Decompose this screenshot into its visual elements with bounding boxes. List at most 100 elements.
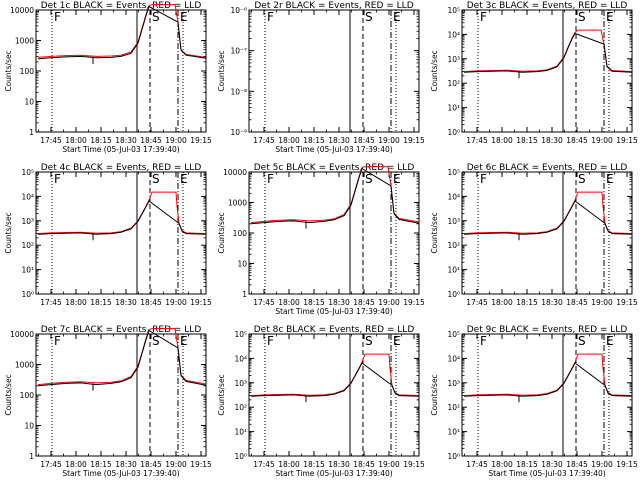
vline-label: F <box>267 10 274 24</box>
y-tick-label: 10⁰ <box>447 452 460 461</box>
x-tick-label: 18:15 <box>303 460 325 469</box>
panel-det-3: Det 3c BLACK = Events, RED = LLD Counts/s… <box>430 1 638 145</box>
vline-label: F <box>54 334 61 348</box>
panel-title: Det 9c BLACK = Events, RED = LLD <box>467 325 628 335</box>
panel-title: Det 5c BLACK = Events, RED = LLD <box>254 163 415 173</box>
panel-det-8: Det 8c BLACK = Events, RED = LLD Counts/s… <box>217 325 425 478</box>
x-tick-label: 17:45 <box>466 136 488 145</box>
x-tick-label: 18:45 <box>140 298 162 307</box>
y-tick-label: 10² <box>21 241 34 250</box>
y-tick-label: 10¹ <box>447 428 460 437</box>
vline-label: S <box>152 10 160 24</box>
y-axis-label: Counts/sec <box>217 50 226 91</box>
x-axis-label: Start Time (05-Jul-03 17:39:40) <box>275 145 392 154</box>
y-tick-label: 10³ <box>447 55 460 64</box>
events-series-line <box>37 329 207 387</box>
y-tick-label: 100 <box>233 229 248 238</box>
vline-label: E <box>606 334 614 348</box>
x-tick-label: 18:45 <box>566 460 588 469</box>
y-tick-label: 10⁰ <box>21 290 34 299</box>
x-tick-label: 19:15 <box>190 136 212 145</box>
y-axis-label: Counts/sec <box>217 374 226 415</box>
y-tick-label: 10⁴ <box>21 192 34 201</box>
x-tick-label: 19:00 <box>591 136 613 145</box>
x-tick-label: 19:00 <box>591 298 613 307</box>
x-tick-label: 18:45 <box>566 298 588 307</box>
y-axis-label: Counts/sec <box>430 374 439 415</box>
vline-label: S <box>578 10 586 24</box>
events-series-line <box>37 200 207 235</box>
events-series-line <box>463 200 633 235</box>
plot-frame <box>248 333 420 457</box>
x-tick-label: 18:30 <box>541 136 563 145</box>
y-tick-label: 10² <box>234 403 247 412</box>
y-tick-label: 10⁴ <box>447 192 460 201</box>
y-tick-label: 10⁻⁹ <box>230 128 247 137</box>
vline-label: F <box>54 172 61 186</box>
x-tick-label: 18:00 <box>65 298 87 307</box>
x-tick-label: 19:15 <box>403 298 425 307</box>
y-tick-label: 10⁻⁶ <box>230 6 247 15</box>
vline-label: F <box>54 10 61 24</box>
x-tick-label: 19:15 <box>616 460 638 469</box>
y-tick-label: 1 <box>29 452 34 461</box>
x-tick-label: 18:30 <box>328 136 350 145</box>
x-tick-label: 17:45 <box>253 460 275 469</box>
x-tick-label: 19:00 <box>165 136 187 145</box>
panel-det-9: Det 9c BLACK = Events, RED = LLD Counts/s… <box>430 325 638 478</box>
x-tick-label: 19:00 <box>165 460 187 469</box>
panel-det-5: Det 5c BLACK = Events, RED = LLD Counts/s… <box>217 163 425 316</box>
vline-label: E <box>393 10 401 24</box>
x-tick-label: 18:45 <box>353 460 375 469</box>
y-axis-label: Counts/sec <box>4 212 13 253</box>
y-tick-label: 10⁵ <box>234 330 247 339</box>
y-tick-label: 10¹ <box>21 266 34 275</box>
y-tick-label: 10⁰ <box>447 128 460 137</box>
x-tick-label: 18:15 <box>303 298 325 307</box>
y-tick-label: 10⁰ <box>447 290 460 299</box>
x-tick-label: 18:00 <box>278 136 300 145</box>
vline-label: S <box>578 334 586 348</box>
y-tick-label: 1000 <box>15 37 34 46</box>
y-tick-label: 100 <box>20 67 35 76</box>
x-tick-label: 18:45 <box>353 298 375 307</box>
y-tick-label: 1000 <box>228 199 247 208</box>
vline-label: F <box>267 334 274 348</box>
x-tick-label: 17:45 <box>253 136 275 145</box>
x-tick-label: 18:30 <box>328 460 350 469</box>
y-tick-label: 10² <box>447 241 460 250</box>
x-tick-label: 19:00 <box>165 298 187 307</box>
y-tick-label: 10 <box>24 422 34 431</box>
y-tick-label: 10000 <box>223 168 247 177</box>
events-series-line <box>37 5 207 60</box>
vline-label: S <box>365 172 373 186</box>
x-tick-label: 19:15 <box>616 298 638 307</box>
panel-det-6: Det 6c BLACK = Events, RED = LLD Counts/s… <box>430 163 638 307</box>
panel-det-1: Det 1c BLACK = Events, RED = LLD Counts/s… <box>4 1 212 154</box>
x-tick-label: 18:00 <box>491 136 513 145</box>
x-tick-label: 19:00 <box>378 136 400 145</box>
plot-frame <box>35 171 207 295</box>
y-tick-label: 10⁴ <box>447 30 460 39</box>
panel-title: Det 2r BLACK = Events, RED = LLD <box>254 1 413 11</box>
plot-frame <box>248 9 420 133</box>
x-tick-label: 18:00 <box>278 298 300 307</box>
y-tick-label: 1000 <box>15 361 34 370</box>
y-tick-label: 10⁵ <box>447 330 460 339</box>
panel-title: Det 6c BLACK = Events, RED = LLD <box>467 163 628 173</box>
y-axis-label: Counts/sec <box>430 212 439 253</box>
y-tick-label: 10⁵ <box>447 168 460 177</box>
x-tick-label: 19:15 <box>616 136 638 145</box>
y-tick-label: 10² <box>447 79 460 88</box>
x-tick-label: 18:45 <box>140 136 162 145</box>
x-tick-label: 18:15 <box>90 136 112 145</box>
events-series-line <box>250 362 420 397</box>
x-tick-label: 19:00 <box>378 298 400 307</box>
x-axis-label: Start Time (05-Jul-03 17:39:40) <box>275 307 392 316</box>
x-tick-label: 18:00 <box>65 460 87 469</box>
x-tick-label: 18:00 <box>491 460 513 469</box>
y-tick-label: 100 <box>20 391 35 400</box>
x-axis-label: Start Time (05-Jul-03 17:39:40) <box>62 145 179 154</box>
y-tick-label: 10¹ <box>234 428 247 437</box>
x-tick-label: 17:45 <box>253 298 275 307</box>
